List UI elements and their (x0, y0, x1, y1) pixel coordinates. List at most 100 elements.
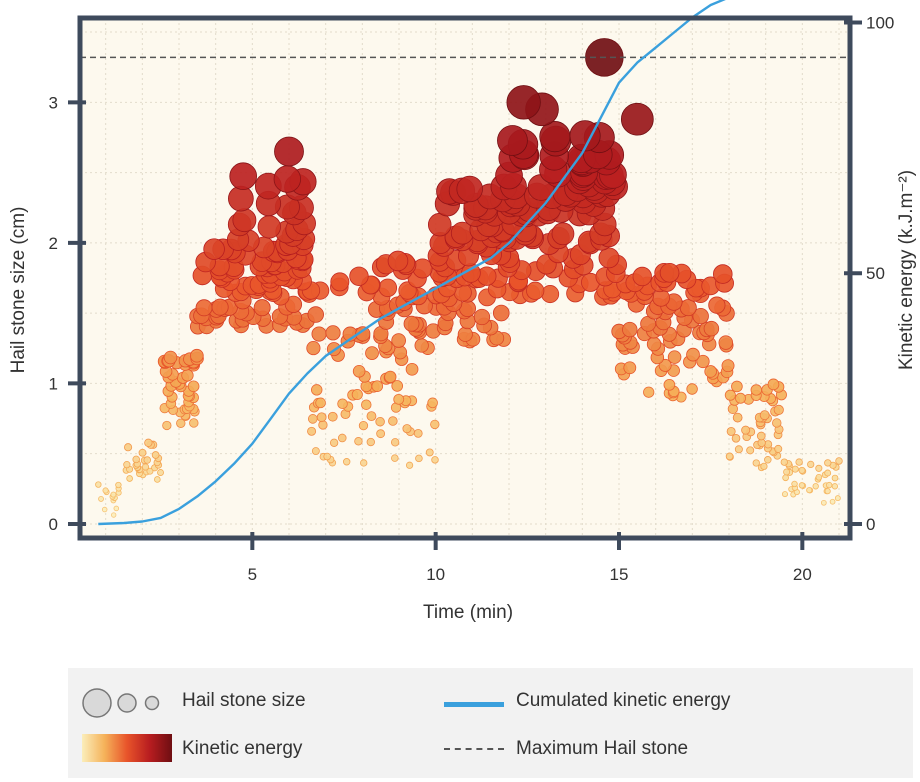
cumulated-energy-series-line (98, 0, 726, 526)
hailstone-point (190, 348, 204, 363)
hailstone-point (795, 458, 803, 466)
hailstone-point (413, 428, 423, 438)
hailstone-point (376, 429, 386, 439)
hailstone-point (725, 452, 734, 461)
hailstone-point (679, 299, 697, 317)
hailstone-point (307, 426, 317, 436)
hailstone-point (692, 307, 709, 325)
hailstone-point (405, 461, 414, 469)
hailstone-point (756, 431, 766, 441)
y-right-tick-label: 100 (866, 14, 894, 33)
hailstone-point (126, 475, 133, 482)
hailstone-point (307, 306, 324, 323)
hailstone-point (257, 215, 281, 239)
hailstone-point (457, 326, 473, 342)
hailstone-point (195, 299, 213, 317)
hailstone-point (330, 272, 350, 292)
x-tick-label: 10 (426, 565, 445, 584)
blue-line-icon (444, 702, 504, 707)
legend-item-size: Hail stone size (182, 690, 306, 712)
hailstone-point (157, 469, 164, 476)
y-right-tick-label: 0 (866, 515, 875, 534)
hailstone-points (95, 38, 843, 518)
hailstone-point (798, 482, 806, 489)
hailstone-point (329, 438, 339, 447)
hailstone-point (721, 359, 735, 373)
hailstone-point (211, 298, 229, 316)
hailstone-point (361, 399, 372, 410)
cumulated-energy-line (98, 0, 726, 526)
hailstone-point (713, 264, 733, 284)
hailstone-point (731, 380, 743, 393)
x-tick-label: 5 (248, 565, 257, 584)
axis-ticks: 5 10 15 20 0 1 2 3 0 50 100 (49, 14, 895, 584)
hailstone-point (686, 347, 700, 362)
hailstone-point (315, 397, 326, 409)
hailstone-point (726, 426, 736, 436)
legend-item-maximum: Maximum Hail stone (516, 738, 688, 760)
hailstone-point (750, 384, 762, 396)
hailstone-point (663, 378, 676, 391)
hailstone-point (387, 250, 409, 272)
hailstone-point (764, 456, 772, 464)
hailstone-point (622, 321, 638, 338)
hailstone-point (124, 443, 133, 452)
hailstone-point (111, 512, 117, 518)
hailstone-point (658, 358, 672, 372)
hailstone-point (306, 341, 321, 356)
hailstone-point (526, 281, 545, 300)
hailstone-point (391, 333, 406, 348)
hailstone-point (704, 365, 717, 378)
legend-label-maximum: Maximum Hail stone (516, 738, 689, 759)
hailstone-point (154, 476, 161, 483)
hailstone-point (101, 506, 108, 513)
hailstone-point (318, 420, 328, 430)
hailstone-point (95, 481, 102, 488)
hailstone-point (366, 437, 375, 447)
hailstone-point (391, 454, 399, 462)
hailstone-point (187, 380, 200, 393)
x-tick-label: 15 (610, 565, 629, 584)
hailstone-point (141, 463, 150, 471)
hailstone-point (696, 354, 710, 369)
hailstone-point (284, 295, 303, 314)
hailstone-point (274, 136, 304, 167)
hailstone-point (781, 491, 788, 498)
hailstone-point (767, 378, 780, 391)
hailstone-point (569, 120, 601, 152)
hailstone-point (349, 266, 369, 286)
hailstone-point (815, 464, 823, 472)
y-left-tick-label: 3 (49, 93, 58, 112)
hailstone-point (360, 459, 368, 467)
hailstone-point (391, 380, 404, 392)
hailstone-point (732, 412, 743, 423)
hailstone-point (138, 448, 147, 457)
hailstone-point (325, 325, 341, 341)
hailstone-point (826, 481, 833, 489)
hailstone-point (734, 445, 743, 454)
hailstone-point (162, 420, 172, 431)
hailstone-point (390, 438, 400, 447)
hailstone-point (812, 483, 819, 490)
hailstone-point (151, 451, 160, 459)
hailstone-point (506, 85, 541, 120)
legend-label-kinetic: Kinetic energy (182, 738, 303, 759)
hailstone-point (273, 165, 302, 193)
hailstone-point (123, 461, 131, 469)
hailstone-point (352, 364, 366, 378)
hailstone-point (403, 315, 420, 332)
hailstone-point (360, 380, 373, 393)
hailstone-point (746, 446, 755, 455)
hailstone-point (415, 454, 423, 463)
hailstone-point (405, 362, 419, 376)
hailstone-point (831, 483, 839, 490)
hailstone-point (708, 296, 726, 314)
hailstone-point (414, 338, 429, 353)
hailstone-point (132, 455, 140, 464)
hail-chart: 5 10 15 20 0 1 2 3 0 50 100 Time (min) Hail stone … (8, 0, 917, 623)
hailstone-point (384, 370, 397, 383)
hailstone-point (378, 278, 398, 298)
hailstone-point (143, 456, 151, 464)
hailstone-point (477, 266, 497, 286)
y-left-tick-label: 0 (49, 515, 58, 534)
